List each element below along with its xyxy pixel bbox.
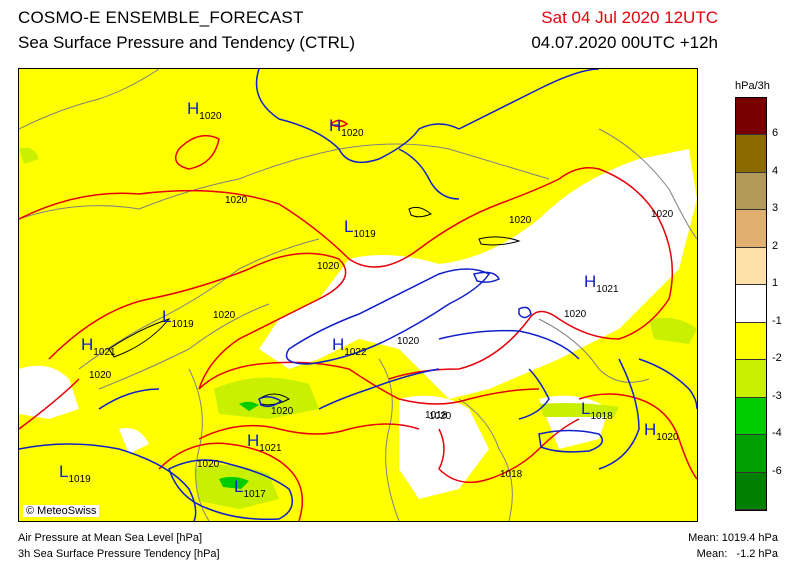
isobar-label: 1018 — [500, 469, 523, 480]
isobar-labels: 1020 1020 1020 1020 1020 1020 1020 1020 … — [89, 195, 674, 480]
pressure-center-high: H1020 — [329, 116, 364, 139]
pressure-center-high: H1020 — [644, 420, 679, 443]
legend-swatch — [736, 472, 766, 510]
legend-swatch — [736, 285, 766, 323]
legend-swatch — [736, 135, 766, 173]
legend-label: -2 — [772, 352, 782, 365]
legend-label: -6 — [772, 464, 782, 477]
pressure-center-low: L1017 — [234, 477, 266, 500]
pressure-center-high: H1021 — [584, 272, 619, 295]
map-canvas: H1020 H1020 L1019 H1021 L1019 H1021 H102… — [19, 69, 697, 521]
isobar-label: 1020 — [271, 406, 294, 417]
legend-label: -3 — [772, 389, 782, 402]
isobar-label: 1020 — [225, 195, 248, 206]
isobar-label: 1020 — [397, 336, 420, 347]
legend-swatch — [736, 210, 766, 248]
geo-borders — [19, 69, 697, 521]
tendency-white-zones — [19, 149, 697, 499]
isobar-label: 1020 — [197, 459, 220, 470]
legend-swatch — [736, 360, 766, 398]
pressure-center-low: L1019 — [59, 462, 91, 485]
pressure-center-low: L1019 — [344, 217, 376, 240]
valid-time: Sat 04 Jul 2020 12UTC — [541, 8, 718, 27]
legend-swatch — [736, 397, 766, 436]
legend-label: -4 — [772, 427, 782, 440]
isobar-label: 1018 — [425, 410, 448, 421]
legend-swatch — [736, 322, 766, 361]
red-isobars — [19, 119, 697, 521]
legend-swatch — [736, 435, 766, 473]
pressure-center-high: H1020 — [187, 99, 222, 122]
pressure-center-low: L1019 — [162, 307, 194, 330]
legend-swatch — [736, 98, 766, 136]
pressure-center-labels: H1020 H1020 L1019 H1021 L1019 H1021 H102… — [59, 99, 679, 500]
legend-swatch — [736, 172, 766, 211]
pressure-center-low: L1018 — [581, 399, 613, 422]
isobar-label: 1020 — [651, 209, 674, 220]
pressure-center-high: H1021 — [247, 431, 282, 454]
pressure-center-high: H1022 — [332, 335, 367, 358]
isobar-label: 1020 — [317, 261, 340, 272]
copyright-label: © MeteoSwiss — [23, 505, 100, 517]
legend-swatch — [736, 247, 766, 286]
legend-label: 3 — [772, 202, 779, 215]
isobar-label: 1020 — [509, 215, 532, 226]
chart-subtitle: Sea Surface Pressure and Tendency (CTRL) — [18, 33, 356, 52]
pressure-center-high: H1021 — [81, 335, 116, 358]
lake-outlines — [108, 206, 521, 406]
tendency-green-zones — [219, 401, 259, 489]
blue-isobars — [19, 69, 697, 521]
legend-label: 6 — [772, 127, 779, 140]
isobar-label: 1020 — [429, 411, 452, 422]
footer-mean-tendency: Mean: -1.2 hPa — [696, 548, 778, 560]
legend-label: 4 — [772, 164, 779, 177]
forecast-map: H1020 H1020 L1019 H1021 L1019 H1021 H102… — [18, 68, 698, 522]
legend-label: 1 — [772, 277, 779, 290]
isobar-label: 1020 — [213, 310, 236, 321]
footer-tendency-desc: 3h Sea Surface Pressure Tendency [hPa] — [18, 548, 220, 560]
isobar-label: 1020 — [89, 370, 112, 381]
legend-label: -1 — [772, 314, 782, 327]
footer-pressure-desc: Air Pressure at Mean Sea Level [hPa] — [18, 532, 203, 544]
footer-mean-pressure: Mean: 1019.4 hPa — [688, 532, 778, 544]
run-time: 04.07.2020 00UTC +12h — [531, 33, 718, 52]
color-legend — [735, 97, 767, 511]
chart-title: COSMO-E ENSEMBLE_FORECAST — [18, 8, 304, 27]
legend-unit: hPa/3h — [735, 80, 770, 92]
legend-label: 2 — [772, 239, 779, 252]
isobar-label: 1020 — [564, 309, 587, 320]
